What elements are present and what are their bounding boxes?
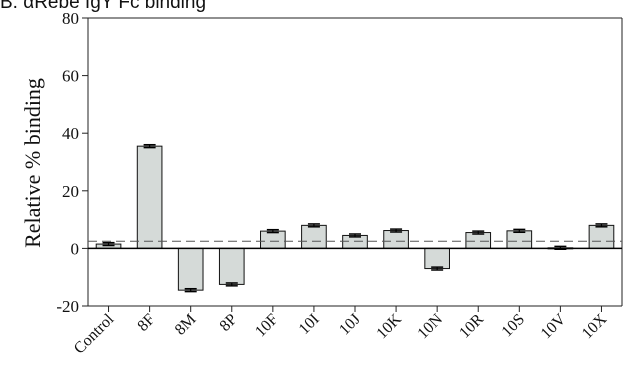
bar (506, 230, 533, 249)
y-tick-label: 20 (62, 182, 79, 201)
bar (383, 230, 409, 249)
bar (136, 145, 163, 249)
bar (465, 232, 492, 249)
x-tick-label: 8M (172, 311, 200, 339)
y-tick-label: 0 (71, 239, 80, 258)
y-tick-label: 80 (62, 9, 79, 28)
x-tick-label: 8F (134, 311, 158, 335)
bar (301, 224, 327, 249)
x-tick-label: 10I (296, 311, 323, 338)
x-tick-label: Control (71, 310, 118, 357)
x-tick-label: 10K (373, 310, 405, 342)
bar (177, 247, 204, 291)
x-tick-label: 10S (499, 311, 529, 341)
y-tick-label: 40 (62, 124, 79, 143)
bar (218, 247, 245, 285)
y-axis-title: Relative % binding (20, 78, 45, 248)
x-tick-label: 10N (414, 310, 446, 342)
y-tick-label: -20 (56, 297, 79, 316)
x-tick-label: 10R (456, 311, 487, 342)
bar (424, 247, 450, 270)
x-tick-label: 10X (579, 310, 611, 342)
x-tick-label: 10F (252, 311, 282, 341)
x-tick-label: 10J (336, 311, 364, 339)
bar (260, 230, 286, 249)
chart-title: B. αRebe IgY Fc binding (0, 0, 207, 13)
x-tick-label: 8P (217, 311, 241, 335)
x-tick-label: 10V (538, 310, 570, 342)
y-tick-label: 60 (62, 67, 79, 86)
bar (588, 224, 615, 249)
